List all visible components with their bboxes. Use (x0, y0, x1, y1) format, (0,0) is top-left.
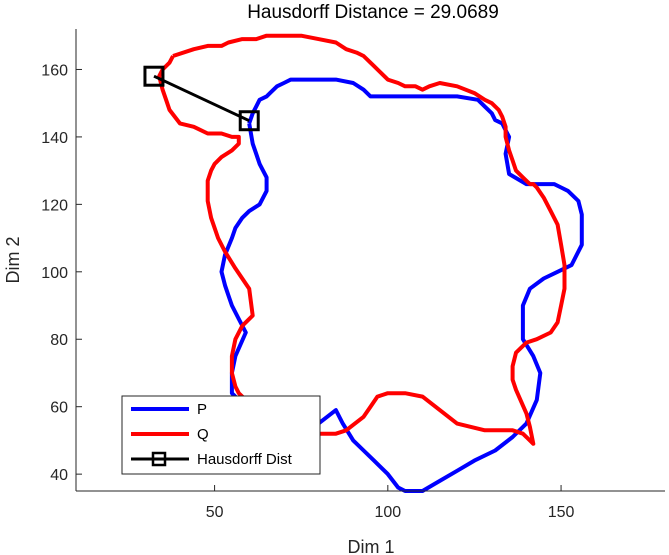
y-tick-label: 140 (41, 130, 68, 147)
series-line-q (157, 33, 567, 446)
hausdorff-marker (143, 65, 165, 87)
x-tick-label: 50 (206, 504, 224, 521)
x-axis-label: Dim 1 (347, 537, 394, 555)
y-tick-label: 100 (41, 265, 68, 282)
y-tick-label: 40 (50, 467, 68, 484)
hausdorff-marker (238, 110, 260, 132)
y-axis-label: Dim 2 (3, 236, 23, 283)
x-tick-label: 150 (548, 504, 575, 521)
series-line-p (219, 77, 584, 493)
legend-label: Q (197, 426, 209, 443)
y-tick-label: 80 (50, 332, 68, 349)
x-tick-label: 100 (374, 504, 401, 521)
chart-title: Hausdorff Distance = 29.0689 (247, 2, 499, 23)
legend-label: P (197, 401, 207, 418)
plot-area (143, 33, 584, 493)
axes (75, 29, 665, 492)
tick-labels: 50 100 150 40 60 80 100 120 140 160 (41, 62, 574, 521)
legend: PQ Hausdorff Dist (121, 395, 321, 475)
legend-label: Hausdorff Dist (197, 451, 293, 468)
y-tick-label: 120 (41, 197, 68, 214)
y-tick-label: 60 (50, 400, 68, 417)
y-tick-label: 160 (41, 62, 68, 79)
legend-marker (151, 451, 167, 467)
series-line-hausdorff-dist (153, 74, 250, 123)
